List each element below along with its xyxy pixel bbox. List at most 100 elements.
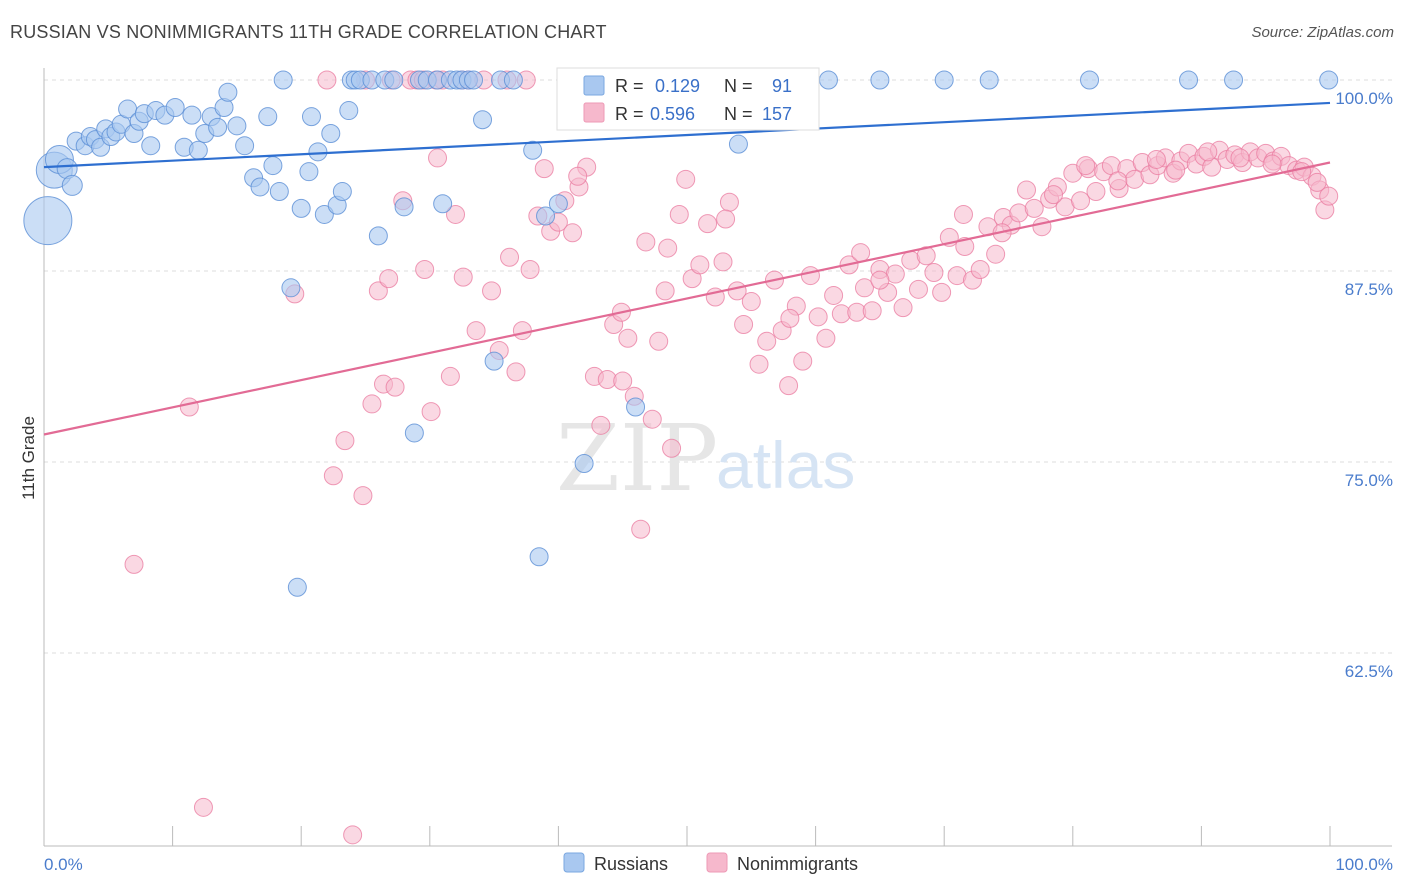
russians-point-78 [626,397,646,417]
legend-swatch-nonimmigrants [706,852,728,873]
russians-point-24 [188,140,208,160]
watermark-atlas: atlas [716,428,855,502]
nonimmigrants-point-21 [453,267,473,287]
legend-swatch-pink [583,102,605,123]
nonimmigrants-point-140 [317,70,337,90]
nonimmigrants-point-15 [415,259,435,279]
nonimmigrants-point-67 [779,376,799,396]
nonimmigrants-point-5 [343,825,363,845]
nonimmigrants-point-94 [986,244,1006,264]
legend-r-value-1: 0.129 [655,76,700,96]
russians-point-37 [273,70,293,90]
nonimmigrants-point-6 [353,486,373,506]
x-tick-label-0: 0.0% [44,855,83,874]
russians-point-33 [250,177,270,197]
legend-label-russians: Russians [594,854,668,874]
russians-point-87 [934,70,954,90]
russians-point-82 [728,134,748,154]
russians-point-18 [141,136,161,156]
legend-r-value-2: 0.596 [650,104,695,124]
legend-n-label-2: N = [724,104,753,124]
nonimmigrants-point-151 [716,209,736,229]
nonimmigrants-point-61 [734,314,754,334]
nonimmigrants-point-163 [1230,148,1250,168]
nonimmigrants-point-152 [780,308,800,328]
russians-point-31 [235,136,255,156]
nonimmigrants-point-20 [446,204,466,224]
nonimmigrants-point-48 [642,409,662,429]
russians-point-29 [218,82,238,102]
chart-title: RUSSIAN VS NONIMMIGRANTS 11TH GRADE CORR… [10,22,607,42]
nonimmigrants-trend-line [43,161,1331,436]
nonimmigrants-point-164 [1262,154,1282,174]
nonimmigrants-point-162 [1198,142,1218,162]
russians-point-92 [1319,70,1339,90]
nonimmigrants-point-36 [563,223,583,243]
nonimmigrants-point-30 [520,259,540,279]
nonimmigrants-point-0 [179,397,199,417]
nonimmigrants-point-4 [335,431,355,451]
russians-point-42 [301,107,321,127]
nonimmigrants-point-85 [916,246,936,266]
legend-n-value-2: 157 [762,104,792,124]
russians-points [23,70,1339,597]
russians-point-74 [548,194,568,214]
nonimmigrants-point-56 [698,214,718,234]
russians-point-30 [227,116,247,136]
nonimmigrants-point-92 [970,259,990,279]
legend-swatch-blue [583,75,605,96]
nonimmigrants-point-98 [1017,180,1037,200]
nonimmigrants-point-10 [379,269,399,289]
russians-point-38 [281,278,301,298]
nonimmigrants-point-25 [482,281,502,301]
russians-point-21 [165,98,185,118]
nonimmigrants-point-155 [953,204,973,224]
nonimmigrants-point-29 [512,321,532,341]
nonimmigrants-point-53 [676,169,696,189]
nonimmigrants-point-159 [1108,171,1128,191]
nonimmigrants-point-64 [757,331,777,351]
nonimmigrants-point-8 [368,281,388,301]
russians-point-67 [473,110,493,130]
nonimmigrants-point-90 [955,237,975,257]
russians-point-39 [287,577,307,597]
nonimmigrants-point-16 [421,402,441,422]
russians-point-43 [308,142,328,162]
x-tick-label-1: 100.0% [1335,855,1393,874]
russians-point-0 [23,196,73,246]
nonimmigrants-point-69 [793,351,813,371]
russians-point-34 [258,107,278,127]
russians-point-90 [1179,70,1199,90]
nonimmigrants-point-63 [749,354,769,374]
russians-point-4 [61,174,83,196]
nonimmigrants-point-77 [854,278,874,298]
nonimmigrants-point-50 [655,281,675,301]
legend-swatch-russians [563,852,585,873]
russians-point-48 [339,101,359,121]
series-legend: Russians Nonimmigrants [563,852,858,874]
nonimmigrants-point-47 [636,232,656,252]
nonimmigrants-point-105 [1071,191,1091,211]
y-tick-labels: 100.0% 87.5% 75.0% 62.5% [1335,89,1393,681]
legend-label-nonimmigrants: Nonimmigrants [737,854,858,874]
nonimmigrants-point-158 [1076,156,1096,176]
nonimmigrants-point-78 [862,301,882,321]
nonimmigrants-point-28 [506,362,526,382]
russians-point-35 [263,156,283,176]
legend-r-label-2: R = [615,104,644,124]
russians-point-27 [208,117,228,137]
nonimmigrants-point-165 [1292,162,1312,182]
nonimmigrants-point-100 [1032,217,1052,237]
nonimmigrants-point-55 [690,255,710,275]
nonimmigrants-point-59 [719,192,739,212]
nonimmigrants-point-87 [932,282,952,302]
russians-point-44 [314,204,334,224]
nonimmigrants-point-1 [193,797,213,817]
russians-point-53 [368,226,388,246]
nonimmigrants-point-150 [658,238,678,258]
nonimmigrants-point-51 [662,438,682,458]
trend-lines [43,101,1331,436]
nonimmigrants-point-3 [323,466,343,486]
russians-point-57 [404,423,424,443]
